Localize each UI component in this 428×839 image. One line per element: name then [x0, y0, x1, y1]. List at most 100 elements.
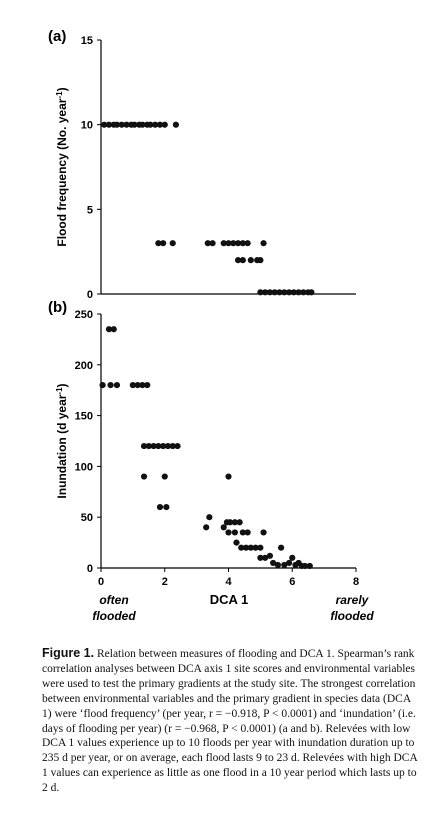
panel-a-y-ticks: 0 5 10 15: [81, 35, 101, 301]
panel-b-data-point: [226, 519, 234, 526]
panel-b-x-tick-label: 4: [225, 576, 232, 588]
panel-b-data-point: [247, 544, 254, 551]
panel-a-data-point: [101, 121, 108, 128]
panel-b-data-point: [203, 524, 210, 531]
panel-b-label: (b): [48, 299, 67, 316]
panel-b-data-point: [262, 554, 269, 561]
panel-a-data-point: [266, 289, 274, 296]
x-end-right-line2: flooded: [330, 609, 374, 623]
figure-caption: Figure 1. Relation between measures of f…: [42, 646, 420, 796]
panel-a-data-point: [113, 121, 121, 128]
panel-a-data-point: [147, 121, 154, 128]
panel-b-data-point: [107, 382, 114, 389]
panel-a-points: [101, 121, 315, 296]
panel-a: (a) 0 5 10 15 Flood frequency (No. year-1): [48, 28, 356, 301]
panel-a-data-point: [247, 257, 254, 264]
panel-b-y-tick-label: 250: [75, 309, 93, 321]
panel-b-points: [99, 326, 313, 570]
panel-b-data-point: [139, 382, 146, 389]
panel-b-data-point: [140, 442, 148, 450]
panel-b-data-point: [236, 519, 243, 526]
panel-a-data-point: [220, 240, 227, 247]
panel-a-data-point: [123, 121, 130, 128]
panel-b-data-point: [174, 442, 181, 450]
panel-b-x-tick-label: 0: [98, 576, 104, 588]
panel-a-data-point: [244, 240, 251, 247]
panel-b-x-ticks: 0 2 4 6 8: [98, 568, 359, 588]
panel-b-data-point: [252, 544, 259, 551]
panel-b-data-point: [231, 519, 238, 526]
panel-a-data-point: [262, 289, 269, 296]
panel-a-data-point: [260, 240, 267, 247]
panel-a-data-point: [204, 240, 211, 247]
panel-a-data-point: [230, 240, 237, 247]
panel-b-y-label: Inundation (d year-1): [55, 383, 70, 498]
panel-a-data-point: [225, 240, 232, 247]
panel-b-data-point: [150, 442, 157, 450]
panel-b-data-point: [306, 562, 313, 570]
panel-a-data-point: [295, 289, 302, 296]
panel-b-data-point: [134, 382, 141, 389]
panel-a-data-point: [234, 257, 242, 264]
panel-b-data-point: [239, 529, 246, 536]
panel-b-data-point: [260, 529, 267, 536]
panel-a-data-point: [285, 289, 293, 296]
panel-a-data-point: [239, 240, 246, 247]
panel-b-data-point: [129, 382, 136, 389]
panel-a-data-point: [169, 240, 176, 247]
panel-a-data-point: [276, 289, 283, 296]
panel-b-data-point: [285, 559, 293, 567]
panel-a-y-tick-label: 10: [81, 120, 93, 132]
panel-b-data-point: [266, 552, 274, 559]
panel-a-data-point: [234, 240, 242, 247]
panel-a-data-point: [271, 289, 278, 296]
panel-a-data-point: [300, 289, 307, 296]
panel-b-data-point: [274, 561, 282, 569]
panel-a-data-point: [131, 121, 138, 128]
panel-b-data-point: [277, 544, 285, 551]
panel-a-data-point: [118, 121, 125, 128]
panel-b-data-point: [244, 529, 251, 536]
panel-b-y-ticks: 0 50 100 150 200 250: [75, 309, 101, 575]
panel-b-data-point: [145, 442, 152, 450]
panel-b-data-point: [233, 539, 240, 546]
panel-b: (b) 0 50 100 150 200 250 0 2 4 6 8 Inundation (d …: [48, 299, 374, 623]
panel-a-data-point: [155, 240, 162, 247]
panel-a-data-point: [209, 240, 216, 247]
panel-a-y-tick-label: 15: [81, 35, 93, 47]
panel-a-data-point: [239, 257, 246, 264]
panel-a-data-point: [139, 121, 146, 128]
x-end-left-line1: often: [99, 593, 128, 607]
panel-b-data-point: [140, 473, 148, 480]
panel-b-data-point: [164, 442, 172, 450]
panel-a-data-point: [172, 121, 180, 128]
panel-b-data-point: [257, 554, 264, 561]
panel-b-data-point: [225, 529, 232, 536]
panel-b-data-point: [242, 544, 250, 551]
panel-a-y-tick-label: 5: [87, 204, 93, 216]
caption-text: Relation between measures of flooding an…: [42, 648, 418, 795]
panel-a-y-label: Flood frequency (No. year-1): [55, 87, 70, 246]
panel-b-data-point: [144, 382, 151, 389]
panel-b-data-point: [99, 382, 106, 389]
panel-b-y-tick-label: 0: [87, 563, 93, 575]
panel-b-data-point: [110, 326, 117, 333]
panel-a-data-point: [105, 121, 113, 128]
panel-a-data-point: [160, 240, 167, 247]
panel-a-y-tick-label: 0: [87, 289, 93, 301]
panel-b-data-point: [169, 442, 176, 450]
panel-a-data-point: [281, 289, 288, 296]
panel-b-data-point: [105, 326, 113, 333]
panel-b-data-point: [289, 554, 296, 561]
panel-a-data-point: [257, 289, 264, 296]
panel-a-data-point: [156, 121, 164, 128]
panel-b-data-point: [161, 473, 168, 480]
panel-b-x-label: DCA 1: [210, 592, 249, 607]
panel-b-data-point: [281, 561, 288, 569]
panel-a-data-point: [257, 257, 264, 264]
panel-b-data-point: [220, 524, 227, 531]
panel-b-data-point: [257, 544, 264, 551]
panel-b-data-point: [225, 473, 232, 480]
panel-a-data-point: [308, 289, 315, 296]
panel-b-data-point: [206, 514, 213, 521]
